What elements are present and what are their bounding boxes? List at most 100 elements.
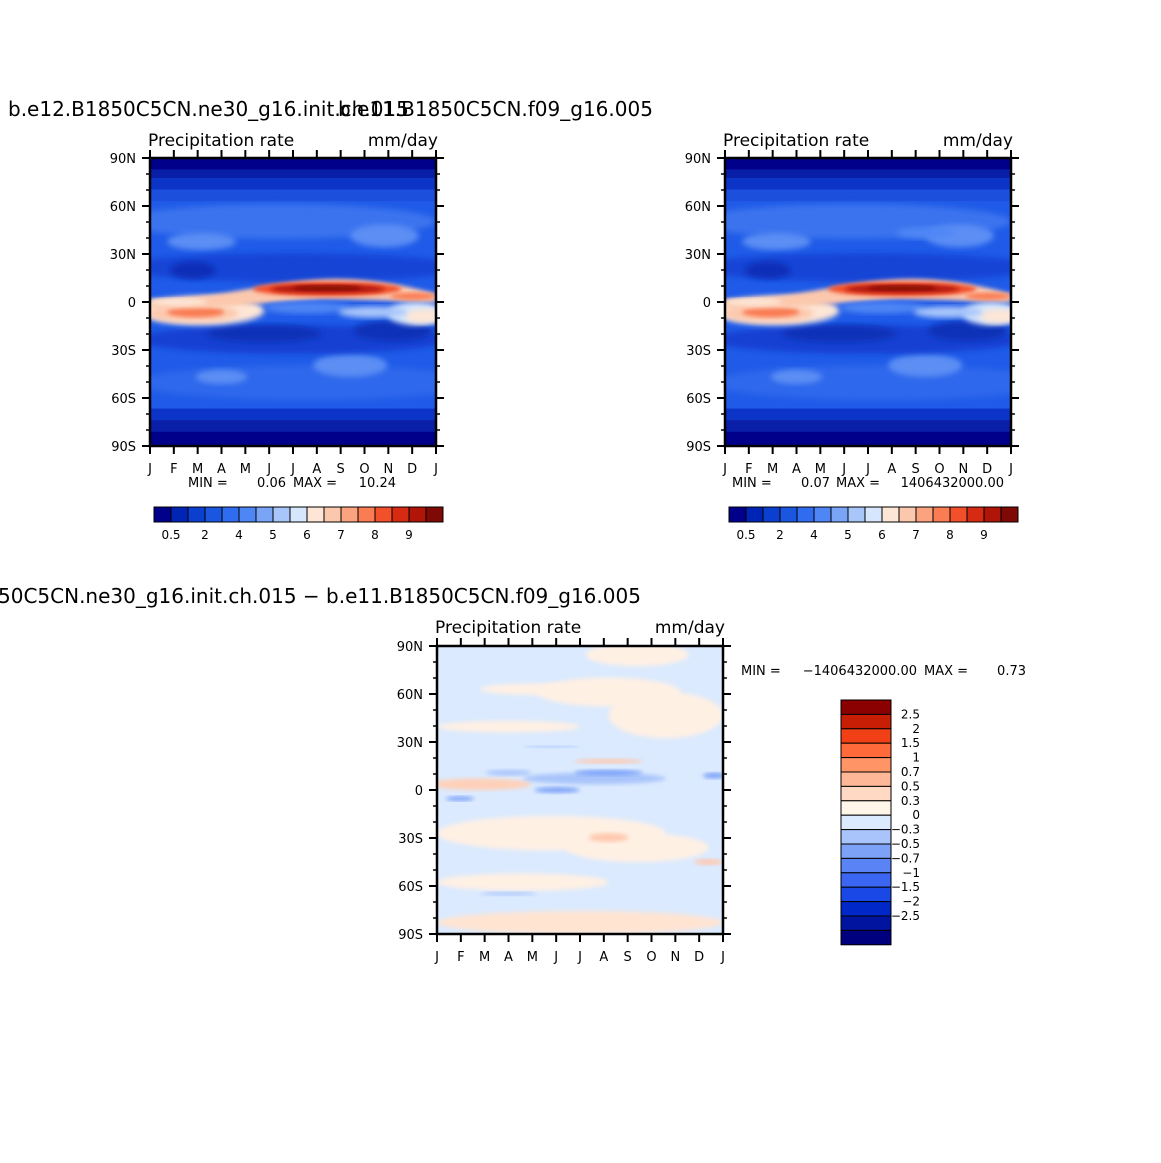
y-tick-label: 30N — [685, 248, 711, 263]
x-tick-label: N — [383, 462, 393, 477]
units-b: mm/day — [655, 618, 725, 638]
heatmap-field-bottom — [437, 646, 723, 934]
colorbar-box — [966, 506, 985, 523]
x-tick-label: J — [577, 950, 582, 965]
colorbar-box — [864, 506, 883, 523]
colorbar-tick-label: −0.3 — [891, 823, 920, 837]
colorbar-box — [840, 800, 892, 816]
x-tick-label: N — [958, 462, 968, 477]
colorbar-tick-label: 5 — [269, 528, 277, 542]
colorbar-box — [408, 506, 427, 523]
colorbar-bottom: 2.521.510.70.50.30−0.3−0.5−0.7−1−1.5−2−2… — [840, 699, 920, 946]
colorbar-tick-label: −2.5 — [891, 909, 920, 923]
colorbar-box — [840, 829, 892, 845]
x-tick-label: M — [240, 462, 251, 477]
heatmap-field-top-right — [725, 158, 1011, 446]
y-tick-label: 60S — [398, 880, 423, 895]
y-tick-label: 30S — [398, 832, 423, 847]
colorbar-box — [340, 506, 359, 523]
stat-max-value-tr: 1406432000.00 — [901, 476, 1004, 491]
colorbar-box — [374, 506, 393, 523]
colorbar-box — [289, 506, 308, 523]
colorbar-top-right: 0.5 2 4 5 6 7 8 9 — [728, 506, 1019, 542]
x-tick-label: D — [982, 462, 992, 477]
colorbar-box — [840, 785, 892, 802]
x-tick-label: F — [170, 462, 177, 477]
colorbar-tick-label: 4 — [235, 528, 243, 542]
x-tick-label: J — [722, 462, 727, 477]
subtitle-left-tl: Precipitation rate — [148, 131, 294, 151]
colorbar-tick-label: 8 — [371, 528, 379, 542]
colorbar-tick-label: 7 — [912, 528, 920, 542]
colorbar-box — [813, 506, 832, 523]
y-tick-label: 60N — [110, 200, 136, 215]
colorbar-tick-label: 2 — [912, 722, 920, 736]
x-tick-label: A — [792, 462, 801, 477]
x-tick-label: J — [433, 462, 438, 477]
x-tick-label: J — [865, 462, 870, 477]
x-tick-label: O — [359, 462, 369, 477]
colorbar-top-left: 0.5 2 4 5 6 7 8 9 — [153, 506, 444, 542]
colorbar-box — [840, 814, 892, 831]
colorbar-tick-label: 0.5 — [901, 779, 920, 793]
colorbar-box — [272, 506, 291, 523]
y-tick-label: 0 — [415, 784, 423, 799]
x-tick-label: D — [407, 462, 417, 477]
colorbar-box — [840, 757, 892, 773]
x-tick-label: J — [290, 462, 295, 477]
colorbar-tick-label: −0.5 — [891, 837, 920, 851]
y-tick-label: 90S — [398, 928, 423, 943]
colorbar-box — [932, 506, 951, 523]
colorbar-box — [728, 506, 747, 523]
stat-min-value-tr: 0.07 — [801, 476, 830, 491]
colorbar-box — [840, 742, 892, 759]
x-tick-label: N — [670, 950, 680, 965]
colorbar-box — [779, 506, 798, 523]
x-tick-label: S — [337, 462, 345, 477]
colorbar-tick-label: 0.7 — [901, 765, 920, 779]
x-tick-label: F — [457, 950, 464, 965]
colorbar-box — [255, 506, 274, 523]
x-tick-label: J — [147, 462, 152, 477]
colorbar-box — [221, 506, 240, 523]
x-tick-label: J — [266, 462, 271, 477]
units-tr: mm/day — [943, 131, 1013, 151]
x-tick-label: J — [841, 462, 846, 477]
stat-min-label-b: MIN = — [741, 664, 781, 679]
y-tick-label: 60N — [685, 200, 711, 215]
colorbar-tick-label: 0.5 — [161, 528, 180, 542]
colorbar-box — [745, 506, 764, 523]
colorbar-tick-label: 9 — [405, 528, 413, 542]
x-tick-label: A — [599, 950, 608, 965]
x-tick-label: J — [553, 950, 558, 965]
x-tick-label: A — [504, 950, 513, 965]
x-tick-label: A — [217, 462, 226, 477]
y-tick-label: 30S — [111, 344, 136, 359]
x-tick-label: O — [646, 950, 656, 965]
y-tick-label: 30N — [110, 248, 136, 263]
title-left: b.e12.B1850C5CN.ne30_g16.init.ch.015 — [8, 97, 409, 121]
x-tick-label: S — [624, 950, 632, 965]
colorbar-box — [983, 506, 1002, 523]
colorbar-tick-label: 4 — [810, 528, 818, 542]
title-bottom: 50C5CN.ne30_g16.init.ch.015 − b.e11.B185… — [0, 584, 641, 608]
stat-min-label-tl: MIN = — [188, 476, 228, 491]
title-right: b.e11.B1850C5CN.f09_g16.005 — [338, 97, 653, 121]
colorbar-box — [949, 506, 968, 523]
stat-min-value-b: −1406432000.00 — [803, 664, 917, 679]
colorbar-box — [830, 506, 849, 523]
stat-max-label-tl: MAX = — [293, 476, 337, 491]
colorbar-box — [840, 929, 892, 946]
colorbar-box — [840, 901, 892, 917]
x-tick-label: J — [434, 950, 439, 965]
x-tick-label: M — [767, 462, 778, 477]
colorbar-tick-label: 7 — [337, 528, 345, 542]
colorbar-box — [170, 506, 189, 523]
colorbar-tick-label: 8 — [946, 528, 954, 542]
colorbar-box — [840, 872, 892, 888]
y-tick-label: 90N — [685, 152, 711, 167]
